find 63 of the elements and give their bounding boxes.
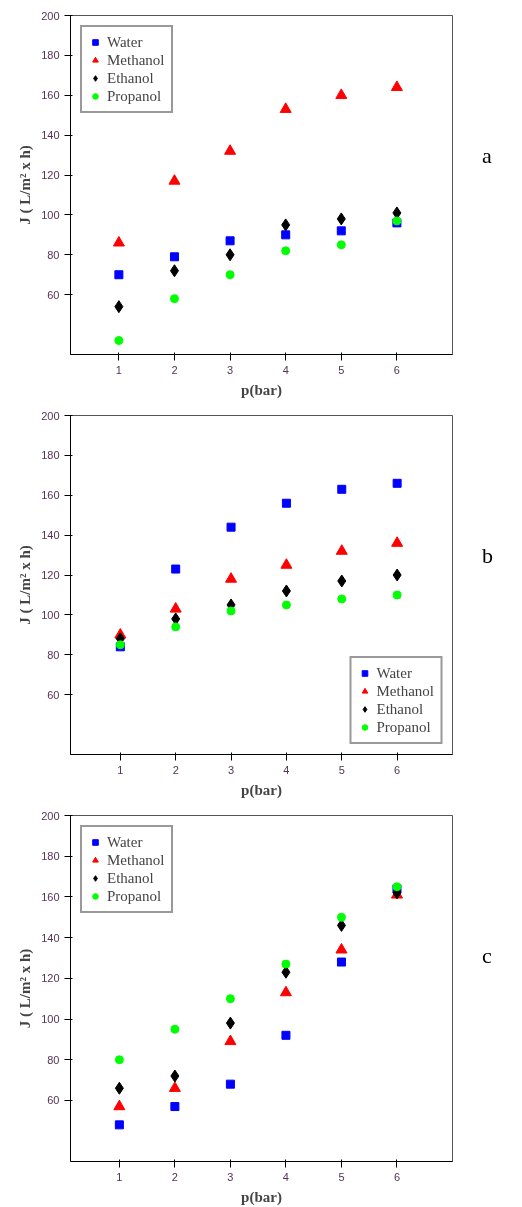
- y-tick-label: 140: [41, 529, 60, 542]
- x-tick-label: 4: [282, 1170, 289, 1183]
- y-tick-label: 100: [41, 608, 60, 621]
- y-tick-label: 120: [41, 169, 60, 182]
- legend-label: Water: [107, 833, 143, 851]
- x-tick-label: 1: [116, 1170, 123, 1183]
- x-axis-title: p(bar): [241, 781, 282, 799]
- x-axis-title: p(bar): [241, 381, 282, 399]
- text: c: [482, 942, 492, 970]
- x-tick-label: 2: [171, 1170, 178, 1183]
- y-tick-label: 80: [47, 1053, 60, 1066]
- y-tick-label: 60: [47, 688, 60, 701]
- y-tick-label: 80: [47, 248, 60, 261]
- x-tick-label: 6: [393, 363, 400, 376]
- x-tick-label: 5: [338, 1170, 345, 1183]
- y-tick-label: 200: [41, 409, 60, 422]
- y-tick-label: 100: [41, 1013, 60, 1026]
- y-tick-label: 160: [41, 489, 60, 502]
- y-axis-title: J ( L/m² x h): [17, 545, 35, 625]
- y-tick-label: 200: [41, 809, 60, 822]
- x-tick-label: 5: [338, 763, 345, 776]
- x-tick-label: 3: [227, 1170, 234, 1183]
- x-tick-label: 1: [115, 363, 122, 376]
- legend-label: Propanol: [107, 87, 162, 105]
- x-tick-label: 3: [227, 763, 235, 776]
- text: a: [482, 142, 492, 170]
- text: b: [482, 542, 493, 570]
- x-tick-label: 4: [283, 763, 290, 776]
- x-axis-title: p(bar): [241, 1188, 282, 1206]
- x-tick-label: 4: [282, 363, 289, 376]
- legend-label: Ethanol: [107, 869, 154, 887]
- legend-label: Propanol: [376, 718, 431, 736]
- y-tick-label: 160: [41, 89, 60, 102]
- legend-label: Propanol: [107, 887, 162, 905]
- x-tick-label: 1: [117, 763, 124, 776]
- y-axis-title: J ( L/m² x h): [17, 948, 35, 1029]
- x-tick-label: 2: [171, 363, 178, 376]
- x-tick-label: 5: [338, 363, 345, 376]
- y-tick-label: 100: [41, 208, 60, 221]
- y-tick-label: 80: [47, 648, 60, 661]
- y-tick-label: 200: [41, 9, 60, 22]
- legend-label: Ethanol: [107, 69, 154, 87]
- y-tick-label: 140: [41, 931, 60, 944]
- y-tick-label: 60: [47, 288, 60, 301]
- legend-label: Methanol: [376, 682, 434, 700]
- x-tick-label: 6: [394, 763, 401, 776]
- y-tick-label: 180: [41, 850, 60, 863]
- y-tick-label: 60: [47, 1094, 60, 1107]
- legend-label: Methanol: [107, 851, 165, 869]
- legend-label: Ethanol: [376, 700, 424, 718]
- y-tick-label: 120: [41, 569, 60, 582]
- y-tick-label: 120: [41, 972, 60, 985]
- legend-label: Methanol: [107, 51, 165, 69]
- x-tick-label: 3: [227, 363, 234, 376]
- y-axis-title: J ( L/m² x h): [17, 145, 35, 225]
- y-tick-label: 140: [41, 129, 60, 142]
- legend-label: Water: [107, 33, 143, 51]
- y-tick-label: 180: [41, 449, 60, 462]
- y-tick-label: 180: [41, 49, 60, 62]
- y-tick-label: 160: [41, 890, 60, 903]
- x-tick-label: 6: [393, 1170, 401, 1183]
- legend-label: Water: [376, 664, 412, 682]
- x-tick-label: 2: [172, 763, 179, 776]
